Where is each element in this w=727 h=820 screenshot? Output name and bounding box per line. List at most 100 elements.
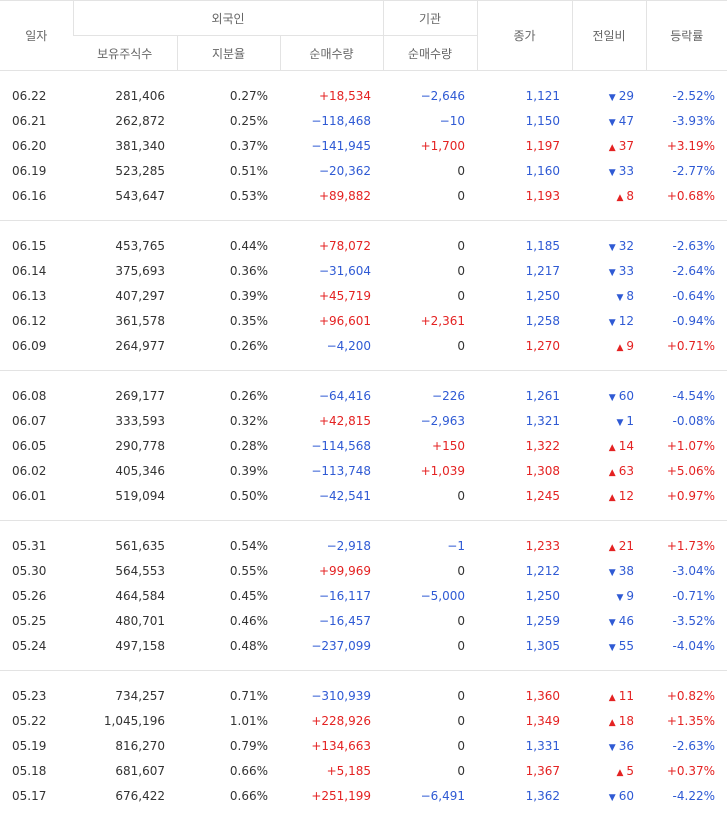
foreign-net-cell: +251,199 xyxy=(280,783,383,820)
date-cell: 06.01 xyxy=(0,483,73,521)
close-cell: 1,245 xyxy=(477,483,572,521)
table-row: 06.08 269,177 0.26% −64,416 −226 1,261 ▼ 60 -4.5… xyxy=(0,371,727,409)
ratio-cell: 0.54% xyxy=(229,538,268,553)
close-cell: 1,349 xyxy=(525,713,560,728)
date-cell: 06.13 xyxy=(12,288,47,303)
header-cell: 전일비 xyxy=(571,0,646,71)
close-cell: 1,305 xyxy=(477,633,572,671)
close-cell: 1,217 xyxy=(525,263,560,278)
rate-cell: -3.52% xyxy=(672,613,715,628)
change-value: 55 xyxy=(618,638,634,653)
foreign-net-cell: −118,468 xyxy=(311,113,371,128)
change-cell: ▼ 33 xyxy=(572,158,646,183)
table-row: 06.02 405,346 0.39% −113,748 +1,039 1,308 ▲ 63 +… xyxy=(0,458,727,483)
ratio-cell: 0.35% xyxy=(229,313,268,328)
rate-cell: -0.64% xyxy=(672,288,715,303)
date-cell: 06.14 xyxy=(12,263,47,278)
ratio-cell: 0.26% xyxy=(229,388,268,403)
holdings-cell: 333,593 xyxy=(115,413,165,428)
table-row: 05.25 480,701 0.46% −16,457 0 1,259 ▼ 46 -3.52% xyxy=(0,608,727,633)
rate-cell: +3.19% xyxy=(666,138,715,153)
change-value: 12 xyxy=(618,313,634,328)
change-value: 9 xyxy=(626,588,634,603)
holdings-cell: 543,647 xyxy=(73,183,177,221)
date-cell: 05.23 xyxy=(12,688,47,703)
date-cell: 05.30 xyxy=(12,563,47,578)
header-cell: 등락률 xyxy=(645,0,727,71)
foreign-net-cell: −141,945 xyxy=(311,138,371,153)
foreign-net-cell: +18,534 xyxy=(318,88,371,103)
institution-net-cell: 0 xyxy=(457,288,465,303)
close-cell: 1,261 xyxy=(525,388,560,403)
rate-cell: -3.04% xyxy=(672,563,715,578)
change-value: 14 xyxy=(618,438,634,453)
close-cell: 1,250 xyxy=(525,288,560,303)
change-value: 32 xyxy=(618,238,634,253)
close-cell: 1,121 xyxy=(525,88,560,103)
ratio-cell: 0.25% xyxy=(229,113,268,128)
ratio-cell: 0.55% xyxy=(229,563,268,578)
change-cell: ▲ 14 xyxy=(572,433,646,458)
holdings-cell: 290,778 xyxy=(115,438,165,453)
direction-arrow: ▼ xyxy=(616,592,624,603)
date-cell: 06.09 xyxy=(0,333,73,371)
date-cell: 06.08 xyxy=(12,388,47,403)
change-value: 8 xyxy=(626,288,634,303)
foreign-net-cell: −4,200 xyxy=(280,333,383,371)
rate-cell: +0.68% xyxy=(646,183,727,221)
holdings-cell: 480,701 xyxy=(115,613,165,628)
close-cell: 1,150 xyxy=(525,113,560,128)
institution-net-cell: −1 xyxy=(447,538,465,553)
table-row: 05.30 564,553 0.55% +99,969 0 1,212 ▼ 38 -3.04% xyxy=(0,558,727,583)
institution-net-cell: +2,361 xyxy=(420,313,465,328)
table-row: 06.20 381,340 0.37% −141,945 +1,700 1,197 ▲ 37 +… xyxy=(0,133,727,158)
foreign-net-cell: +99,969 xyxy=(318,563,371,578)
change-cell: ▼ 47 xyxy=(572,108,646,133)
change-value: 33 xyxy=(618,263,634,278)
direction-arrow: ▼ xyxy=(608,642,616,653)
ratio-cell: 0.32% xyxy=(229,413,268,428)
table-row: 05.31 561,635 0.54% −2,918 −1 1,233 ▲ 21 +1.73% xyxy=(0,521,727,559)
ratio-cell: 0.79% xyxy=(229,738,268,753)
change-value: 12 xyxy=(618,488,634,503)
rate-cell: -0.94% xyxy=(672,313,715,328)
change-value: 38 xyxy=(618,563,634,578)
holdings-cell: 381,340 xyxy=(115,138,165,153)
foreign-net-cell: −64,416 xyxy=(318,388,371,403)
foreign-net-cell: +134,663 xyxy=(311,738,371,753)
holdings-cell: 281,406 xyxy=(115,88,165,103)
table-row: 06.14 375,693 0.36% −31,604 0 1,217 ▼ 33 -2.64% xyxy=(0,258,727,283)
institution-net-cell: +1,700 xyxy=(420,138,465,153)
change-cell: ▲ 18 xyxy=(572,708,646,733)
rate-cell: +1.07% xyxy=(666,438,715,453)
header-cell: 보유주식수 xyxy=(73,35,177,71)
change-cell: ▼ 9 xyxy=(572,583,646,608)
institution-net-cell: 0 xyxy=(457,613,465,628)
institution-net-cell: 0 xyxy=(457,713,465,728)
change-value: 33 xyxy=(618,163,634,178)
institution-net-cell: 0 xyxy=(457,763,465,778)
change-value: 60 xyxy=(618,388,634,403)
foreign-net-cell: +78,072 xyxy=(318,238,371,253)
header-cell: 외국인 xyxy=(72,0,383,36)
change-cell: ▼ 55 xyxy=(572,633,646,671)
close-cell: 1,360 xyxy=(525,688,560,703)
institution-net-cell: 0 xyxy=(383,333,477,371)
direction-arrow: ▲ xyxy=(608,542,616,553)
table-row: 05.24 497,158 0.48% −237,099 0 1,305 ▼ 55 -4.04% xyxy=(0,633,727,671)
change-value: 36 xyxy=(618,738,634,753)
institution-net-cell: −2,646 xyxy=(420,88,465,103)
direction-arrow: ▲ xyxy=(608,442,616,453)
change-cell: ▼ 29 xyxy=(572,71,646,109)
direction-arrow: ▼ xyxy=(608,392,616,403)
change-cell: ▼ 60 xyxy=(572,783,646,820)
table-row: 05.23 734,257 0.71% −310,939 0 1,360 ▲ 11 +0.82% xyxy=(0,671,727,709)
holdings-cell: 407,297 xyxy=(115,288,165,303)
foreign-net-cell: −16,457 xyxy=(318,613,371,628)
institution-net-cell: −2,963 xyxy=(420,413,465,428)
foreign-net-cell: +89,882 xyxy=(280,183,383,221)
table-row: 06.05 290,778 0.28% −114,568 +150 1,322 ▲ 14 +1.… xyxy=(0,433,727,458)
table-row: 06.07 333,593 0.32% +42,815 −2,963 1,321 ▼ 1 -0.… xyxy=(0,408,727,433)
change-value: 37 xyxy=(618,138,634,153)
foreign-net-cell: −31,604 xyxy=(318,263,371,278)
